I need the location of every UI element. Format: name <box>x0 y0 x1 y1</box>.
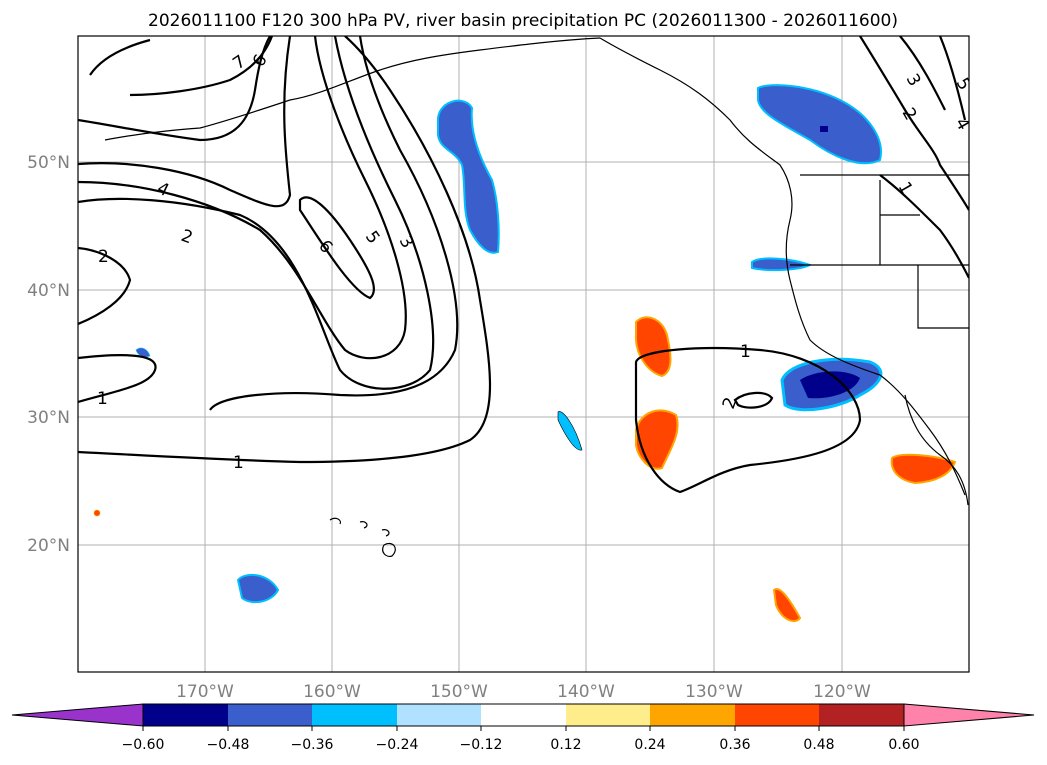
precip-blob-south <box>236 573 280 604</box>
lat-label: 50°N <box>27 153 70 173</box>
colorbar-segment <box>397 704 481 726</box>
colorbar-segment <box>481 704 566 726</box>
contour-label: 2 <box>178 226 195 248</box>
map-frame <box>77 35 970 673</box>
lat-label: 30°N <box>27 408 70 428</box>
lon-label: 150°W <box>430 682 488 702</box>
colorbar: −0.60 −0.48 −0.36 −0.24 −0.12 0.12 0.24 … <box>11 703 1035 753</box>
colorbar-segment <box>566 704 650 726</box>
precip-pos-blob-2 <box>635 409 679 470</box>
colorbar-tick-label: −0.12 <box>460 737 503 753</box>
colorbar-tick-label: −0.24 <box>376 737 419 753</box>
precip-pos-blob-1 <box>634 316 672 378</box>
colorbar-segment <box>228 704 312 726</box>
precip-blob-midpac <box>557 411 583 451</box>
contour-label: 4 <box>154 178 172 201</box>
colorbar-extend-low <box>11 703 144 727</box>
precip-blob-gulf-alaska <box>437 99 500 254</box>
lat-label: 20°N <box>27 536 70 556</box>
pv-contours <box>78 36 969 494</box>
colorbar-segment <box>312 704 397 726</box>
colorbar-tick-label: 0.36 <box>719 737 750 753</box>
contour-label: 6 <box>249 51 272 70</box>
precip-pos-blob-baja <box>890 453 957 485</box>
contour-label: 5 <box>361 227 384 247</box>
lon-label: 160°W <box>303 682 361 702</box>
colorbar-tick-label: 0.60 <box>888 737 919 753</box>
colorbar-tick-label: 0.24 <box>634 737 665 753</box>
colorbar-segment <box>735 704 819 726</box>
precip-blob-bc <box>757 84 882 165</box>
colorbar-tick-label: −0.60 <box>122 737 165 753</box>
lon-label: 140°W <box>557 682 615 702</box>
contour-label: 2 <box>98 247 109 267</box>
colorbar-tick-label: 0.12 <box>550 737 581 753</box>
contour-label: 3 <box>902 71 925 90</box>
precip-blob-oregon <box>751 257 813 272</box>
colorbar-tick-label: −0.36 <box>291 737 334 753</box>
colorbar-segment <box>650 704 735 726</box>
contour-label: 3 <box>395 233 418 252</box>
contour-label: 6 <box>314 236 336 257</box>
lat-label: 40°N <box>27 281 70 301</box>
precipitation-shading <box>93 84 957 623</box>
colorbar-tick-label: 0.48 <box>803 737 834 753</box>
contour-label: 4 <box>951 115 974 134</box>
contour-label: 2 <box>898 105 921 124</box>
latitude-labels: 50°N 40°N 30°N 20°N <box>27 153 70 556</box>
contour-label: 1 <box>740 342 751 362</box>
lon-label: 130°W <box>685 682 743 702</box>
colorbar-segment <box>143 704 228 726</box>
precip-blob-socal-core <box>800 371 860 399</box>
precip-blob-small <box>135 347 151 358</box>
precip-pos-blob-south <box>772 588 802 623</box>
contour-label: 1 <box>233 453 244 473</box>
lon-label: 170°W <box>176 682 234 702</box>
map-title: 2026011100 F120 300 hPa PV, river basin … <box>148 11 898 31</box>
colorbar-tick-label: −0.48 <box>207 737 250 753</box>
coastlines <box>104 37 969 557</box>
longitude-labels: 170°W 160°W 150°W 140°W 130°W 120°W <box>176 682 871 702</box>
contour-label: 1 <box>97 389 108 409</box>
colorbar-segment <box>819 704 904 726</box>
lon-label: 120°W <box>813 682 871 702</box>
colorbar-extend-high <box>903 703 1035 727</box>
